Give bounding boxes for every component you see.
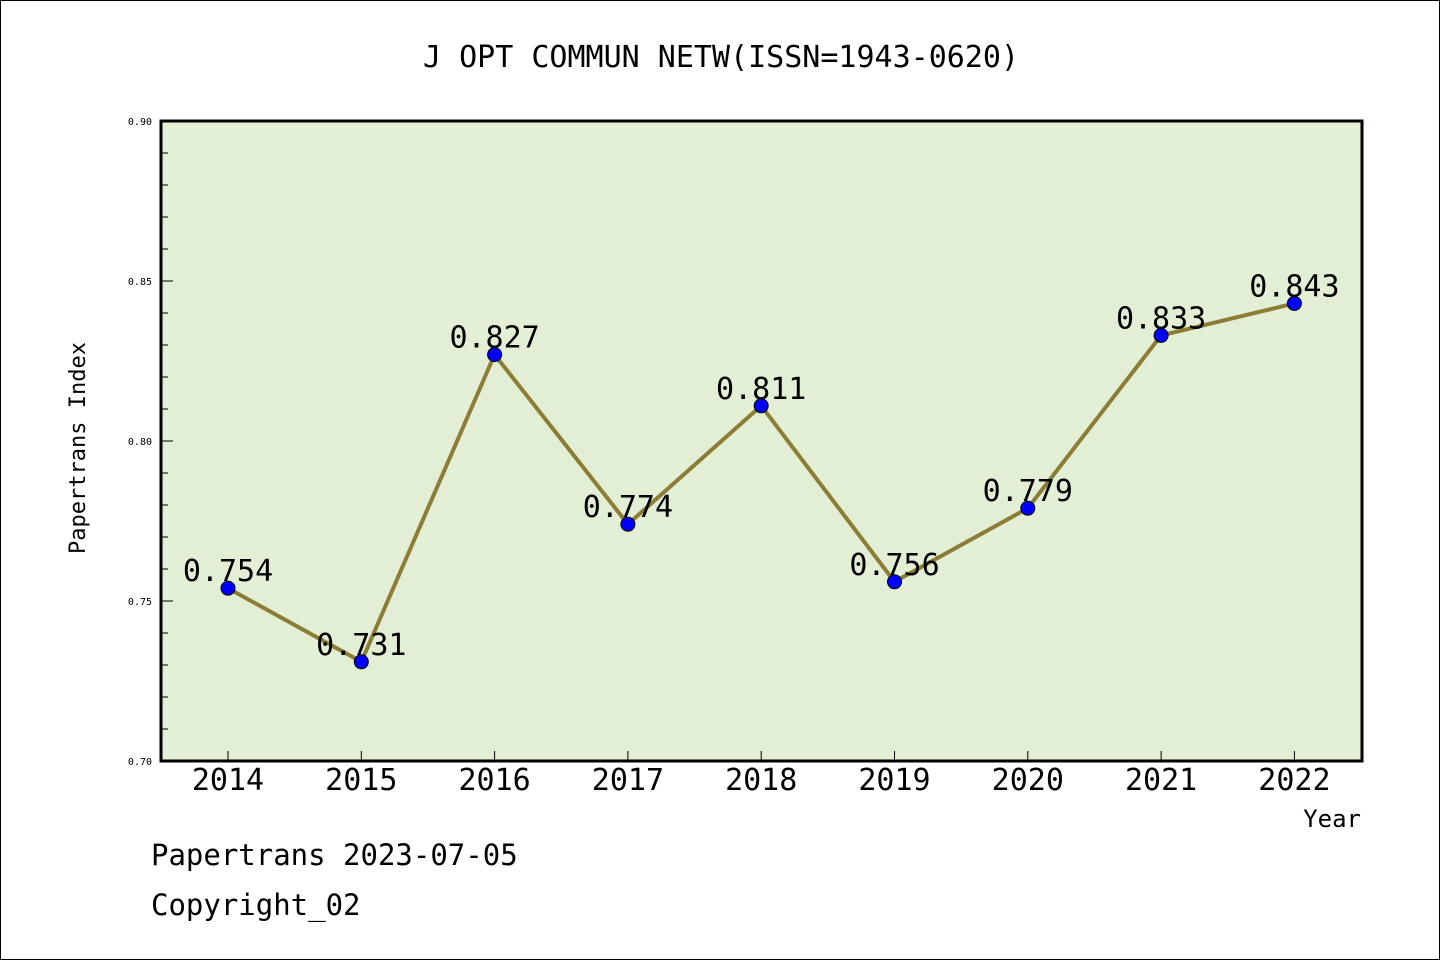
x-axis-label: Year: [1303, 805, 1361, 833]
plot-area: [159, 119, 1364, 763]
data-point: [753, 398, 769, 414]
y-minor-ticks: [161, 152, 168, 730]
x-tick-label: 2020: [992, 763, 1064, 798]
x-tick-marks: [227, 751, 1295, 761]
x-tick-label: 2019: [858, 763, 930, 798]
data-labels: 0.754 0.731 0.827 0.774 0.811 0.756 0.779 0.833…: [183, 269, 1340, 662]
y-major-ticks: 0.70 0.75 0.80 0.85 0.90: [128, 117, 173, 768]
chart-title: J OPT COMMUN NETW(ISSN=1943-0620): [423, 40, 1019, 75]
data-label: 0.827: [449, 321, 539, 356]
data-point: [1286, 295, 1302, 311]
data-label: 0.843: [1249, 269, 1339, 304]
y-tick-label: 0.90: [128, 117, 152, 128]
footer-copyright: Copyright_02: [151, 888, 361, 923]
data-label: 0.833: [1116, 301, 1206, 336]
data-label: 0.779: [983, 474, 1073, 509]
y-tick-label: 0.75: [128, 597, 152, 608]
y-tick-label: 0.70: [128, 757, 152, 768]
y-tick-label: 0.80: [128, 437, 152, 448]
data-label: 0.754: [183, 554, 273, 589]
x-tick-labels: 2014 2015 2016 2017 2018 2019 2020 2021 2022: [192, 763, 1331, 798]
x-tick-label: 2014: [192, 763, 264, 798]
x-tick-label: 2021: [1125, 763, 1197, 798]
data-label: 0.731: [316, 628, 406, 663]
data-point: [353, 654, 369, 670]
data-point: [620, 516, 636, 532]
y-axis-label: Papertrans Index: [66, 342, 91, 554]
x-tick-label: 2018: [725, 763, 797, 798]
x-tick-label: 2016: [458, 763, 530, 798]
x-tick-label: 2022: [1258, 763, 1330, 798]
data-point: [1153, 327, 1169, 343]
footer-date: Papertrans 2023-07-05: [151, 838, 518, 872]
data-label: 0.756: [849, 548, 939, 583]
x-tick-label: 2015: [325, 763, 397, 798]
data-point: [887, 574, 902, 590]
data-point: [220, 580, 236, 596]
data-markers: [220, 295, 1302, 670]
y-tick-label: 0.85: [128, 277, 152, 288]
data-label: 0.811: [716, 372, 806, 407]
data-label: 0.774: [583, 490, 673, 525]
x-tick-label: 2017: [592, 763, 664, 798]
data-point: [1020, 500, 1036, 516]
data-point: [487, 347, 503, 363]
